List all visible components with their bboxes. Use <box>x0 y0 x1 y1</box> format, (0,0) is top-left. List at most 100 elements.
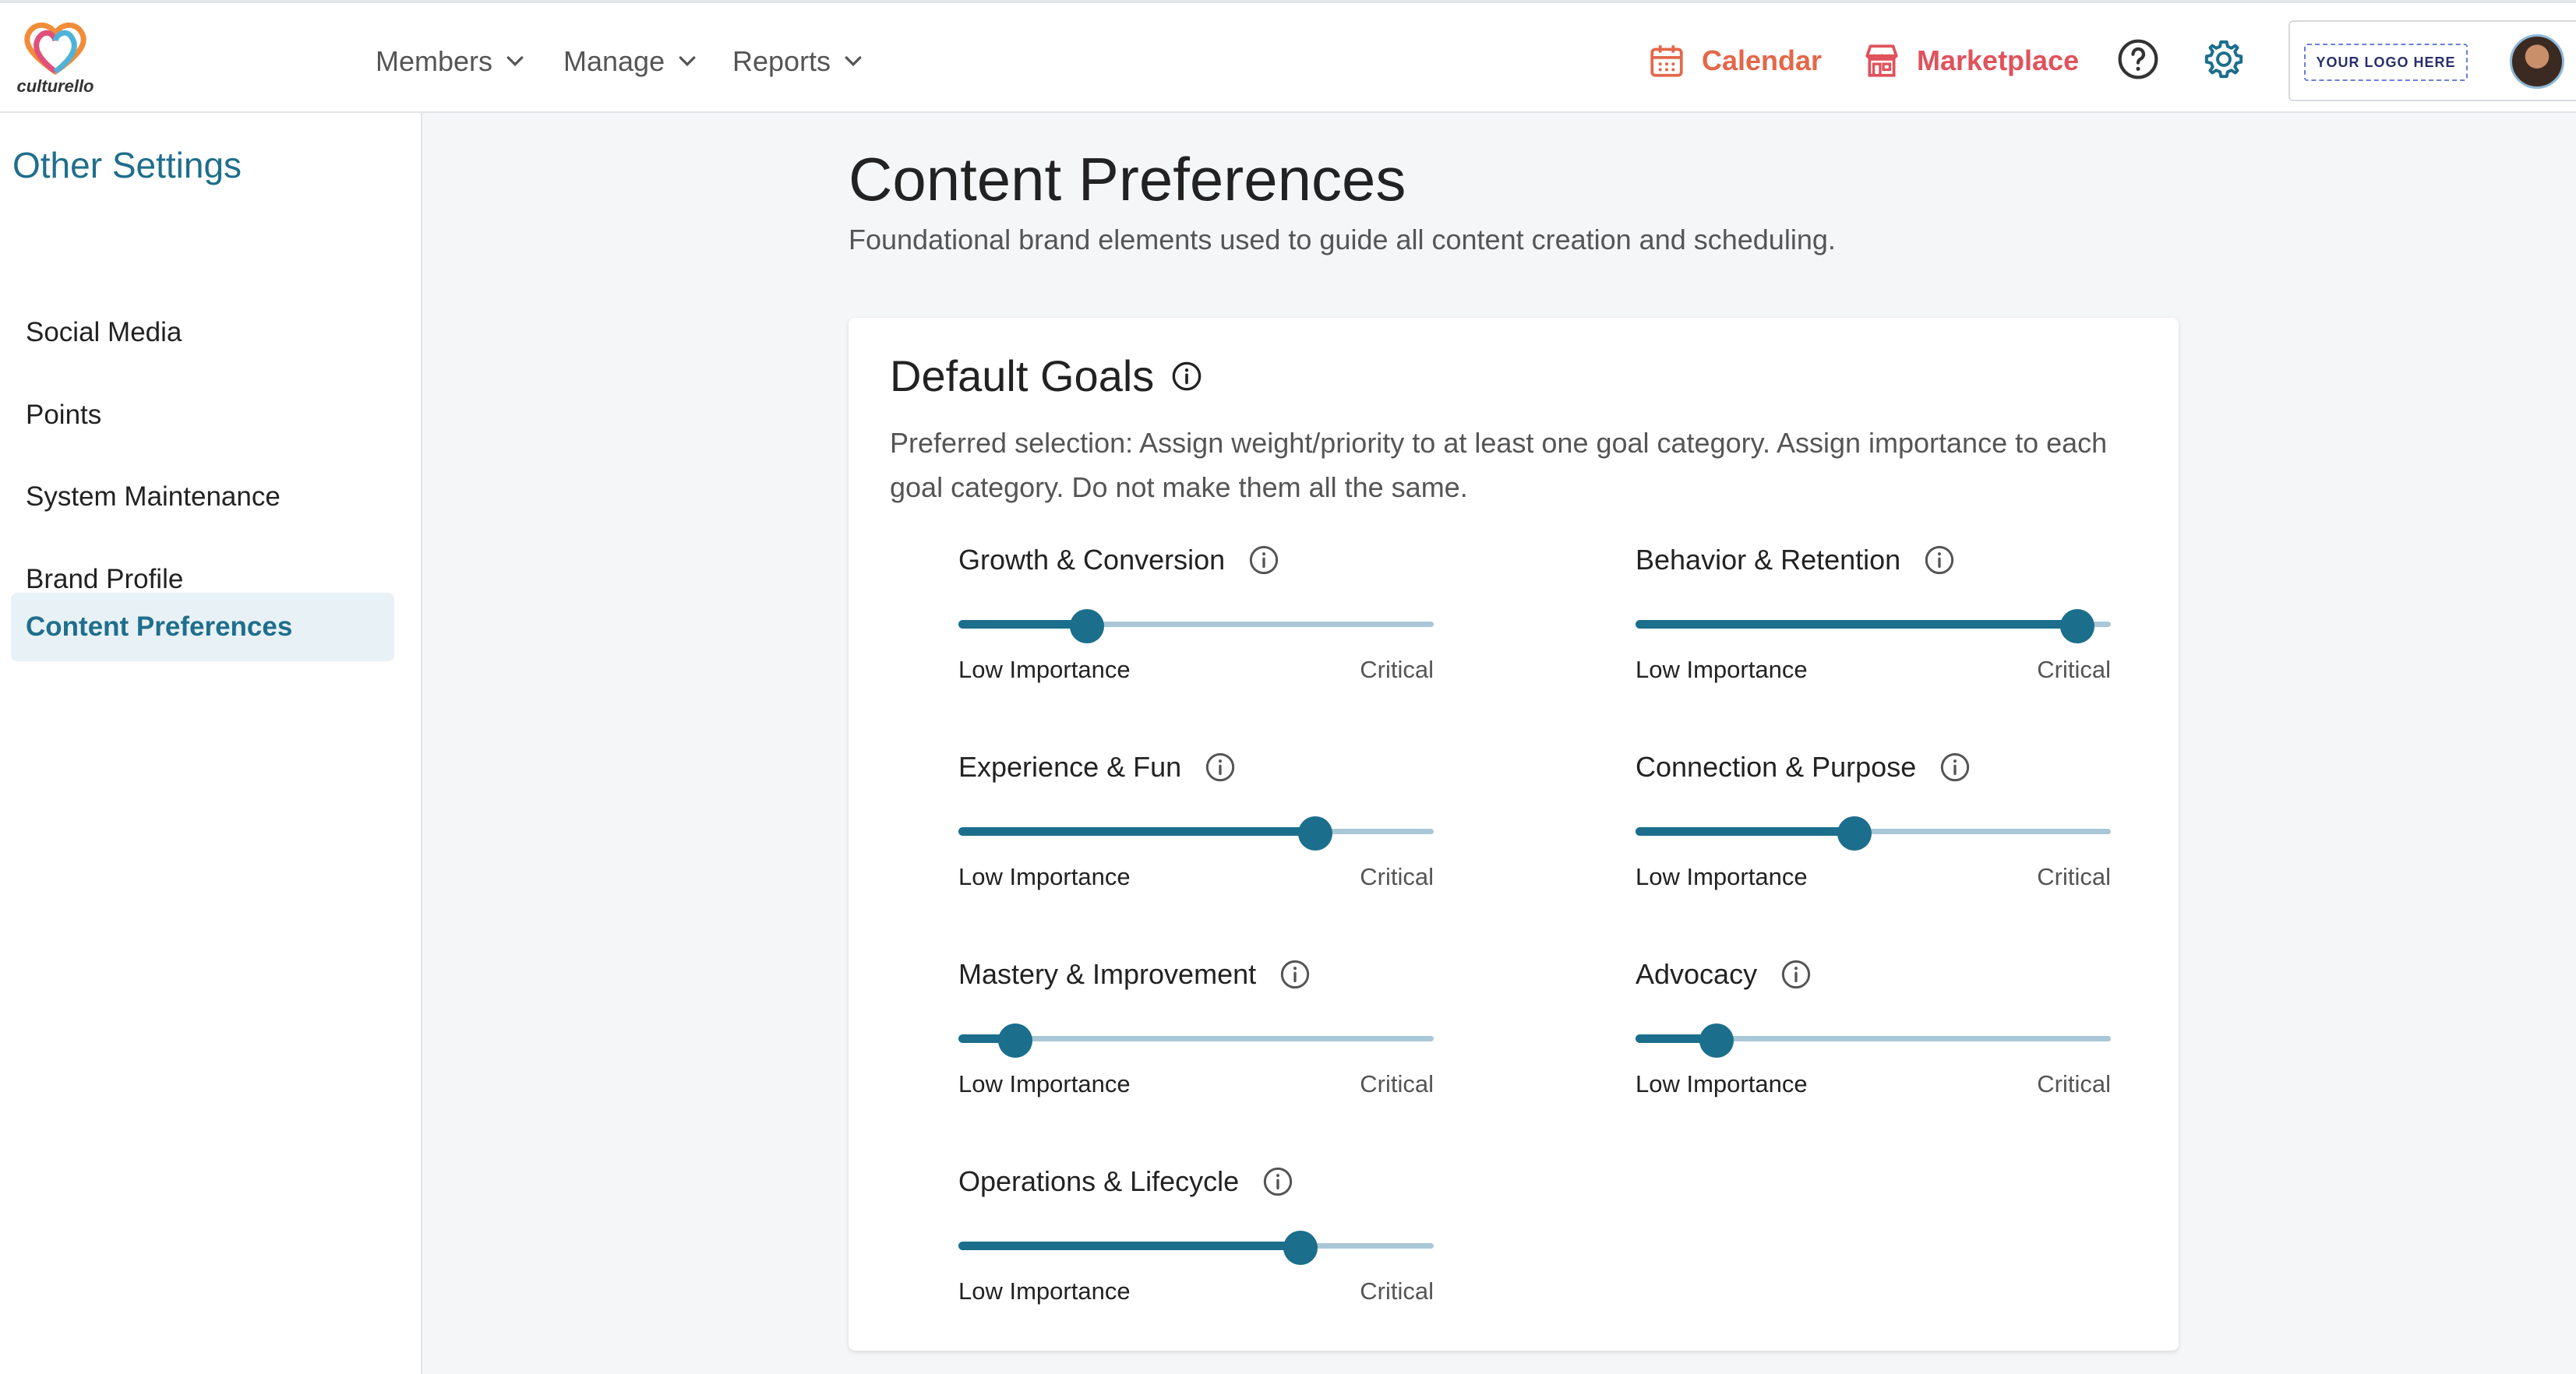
slider-thumb[interactable] <box>1297 816 1332 851</box>
info-icon[interactable] <box>1248 544 1279 576</box>
marketplace-label: Marketplace <box>1917 44 2080 76</box>
goal-advocacy: Advocacy Low Importance Critical <box>1636 958 2111 1114</box>
slider-thumb[interactable] <box>998 1023 1033 1058</box>
low-importance-label: Low Importance <box>958 1277 1131 1305</box>
goal-label: Behavior & Retention <box>1636 544 1901 576</box>
nav-members-label: Members <box>376 45 493 77</box>
nav-members-menu[interactable]: Members <box>376 41 527 83</box>
page-subtitle: Foundational brand elements used to guid… <box>849 224 1836 255</box>
goal-mastery-improvement: Mastery & Improvement Low Importance Criti… <box>958 958 1434 1114</box>
goal-label: Connection & Purpose <box>1636 751 1917 783</box>
slider-fill <box>958 620 1087 629</box>
importance-slider[interactable] <box>1636 609 2111 643</box>
default-goals-card: Default Goals Preferred selection: Assig… <box>849 318 2179 1351</box>
importance-slider[interactable] <box>1636 816 2111 851</box>
goal-label: Experience & Fun <box>958 751 1182 783</box>
slider-thumb[interactable] <box>1699 1023 1734 1058</box>
critical-label: Critical <box>2037 863 2111 890</box>
importance-slider[interactable] <box>958 609 1434 643</box>
info-icon[interactable] <box>1939 752 1971 783</box>
info-icon[interactable] <box>1205 752 1236 783</box>
calendar-link[interactable]: Calendar <box>1647 37 1822 84</box>
goal-connection-purpose: Connection & Purpose Low Importance Critic… <box>1636 751 2111 907</box>
critical-label: Critical <box>2037 1070 2111 1097</box>
avatar <box>2510 34 2564 89</box>
goal-name: Behavior & Retention <box>1636 544 1955 576</box>
slider-fill <box>958 1242 1301 1250</box>
low-importance-label: Low Importance <box>1636 1070 1808 1097</box>
sidebar-item-system-maintenance[interactable]: System Maintenance <box>26 481 281 512</box>
gear-icon[interactable] <box>2202 37 2246 81</box>
slider-thumb[interactable] <box>1283 1231 1318 1265</box>
low-importance-label: Low Importance <box>958 656 1131 683</box>
importance-slider[interactable] <box>958 1023 1434 1058</box>
importance-slider[interactable] <box>1636 1023 2111 1058</box>
calendar-label: Calendar <box>1702 44 1823 76</box>
info-icon[interactable] <box>1780 959 1812 990</box>
sidebar-item-brand-profile[interactable]: Brand Profile <box>26 564 184 594</box>
info-icon[interactable] <box>1171 361 1202 392</box>
card-description: Preferred selection: Assign weight/prior… <box>890 427 2108 503</box>
slider-rail <box>958 1036 1434 1041</box>
card-title-text: Default Goals <box>890 351 1155 400</box>
goal-name: Connection & Purpose <box>1636 751 1971 784</box>
slider-thumb[interactable] <box>1837 816 1872 851</box>
slider-rail <box>958 622 1434 627</box>
goal-label: Mastery & Improvement <box>958 958 1257 990</box>
chevron-down-icon <box>845 56 862 67</box>
goal-name: Experience & Fun <box>958 751 1236 784</box>
importance-slider[interactable] <box>958 1231 1434 1265</box>
info-icon[interactable] <box>1279 959 1311 990</box>
low-importance-label: Low Importance <box>958 1070 1131 1097</box>
critical-label: Critical <box>1360 1070 1434 1097</box>
culturello-logo[interactable]: culturello <box>12 20 98 98</box>
sidebar-item-social-media[interactable]: Social Media <box>26 317 182 347</box>
marketplace-link[interactable]: Marketplace <box>1862 37 2079 84</box>
chevron-down-icon <box>679 56 696 67</box>
nav-reports-menu[interactable]: Reports <box>732 41 865 83</box>
top-navigation-bar: culturello Members Manage Reports Calend… <box>0 0 2576 113</box>
goal-name: Operations & Lifecycle <box>958 1165 1293 1198</box>
calendar-icon <box>1650 45 1683 77</box>
critical-label: Critical <box>1360 863 1434 890</box>
info-icon[interactable] <box>1924 544 1955 576</box>
importance-slider[interactable] <box>958 816 1434 851</box>
sidebar-item-points[interactable]: Points <box>26 400 102 430</box>
critical-label: Critical <box>2037 656 2111 683</box>
goal-operations-lifecycle: Operations & Lifecycle Low Importance Crit… <box>958 1165 1434 1321</box>
slider-fill <box>958 1034 1016 1043</box>
low-importance-label: Low Importance <box>1636 656 1808 683</box>
goal-experience-fun: Experience & Fun Low Importance Critical <box>958 751 1434 907</box>
low-importance-label: Low Importance <box>1636 863 1808 890</box>
account-menu[interactable]: YOUR LOGO HERE <box>2288 20 2576 101</box>
critical-label: Critical <box>1360 1277 1434 1305</box>
slider-thumb[interactable] <box>2060 609 2095 643</box>
slider-rail <box>1636 829 2111 834</box>
goal-label: Growth & Conversion <box>958 544 1226 576</box>
nav-reports-label: Reports <box>732 45 831 77</box>
card-title: Default Goals <box>890 351 1202 401</box>
low-importance-label: Low Importance <box>958 863 1131 890</box>
sidebar-item-content-preferences[interactable]: Content Preferences <box>11 593 394 661</box>
goal-label: Operations & Lifecycle <box>958 1165 1240 1197</box>
goal-name: Mastery & Improvement <box>958 958 1311 991</box>
goal-name: Growth & Conversion <box>958 544 1279 576</box>
heart-logo-icon <box>24 22 86 76</box>
sidebar-title: Other Settings <box>12 145 242 185</box>
nav-manage-label: Manage <box>563 45 665 77</box>
info-icon[interactable] <box>1262 1166 1293 1197</box>
slider-fill <box>1636 827 1854 836</box>
slider-thumb[interactable] <box>1069 609 1104 643</box>
goal-growth-conversion: Growth & Conversion Low Importance Critica… <box>958 544 1434 699</box>
goal-name: Advocacy <box>1636 958 1812 991</box>
help-icon[interactable] <box>2116 37 2160 81</box>
slider-rail <box>1636 1036 2111 1041</box>
slider-fill <box>1636 620 2078 629</box>
settings-sidebar: Other Settings Social Media Points Syste… <box>0 113 422 1374</box>
page-title: Content Preferences <box>849 145 1406 213</box>
slider-fill <box>958 827 1315 836</box>
critical-label: Critical <box>1360 656 1434 683</box>
slider-fill <box>1636 1034 1717 1043</box>
brand-logo-placeholder: YOUR LOGO HERE <box>2304 44 2468 81</box>
nav-manage-menu[interactable]: Manage <box>563 41 699 83</box>
